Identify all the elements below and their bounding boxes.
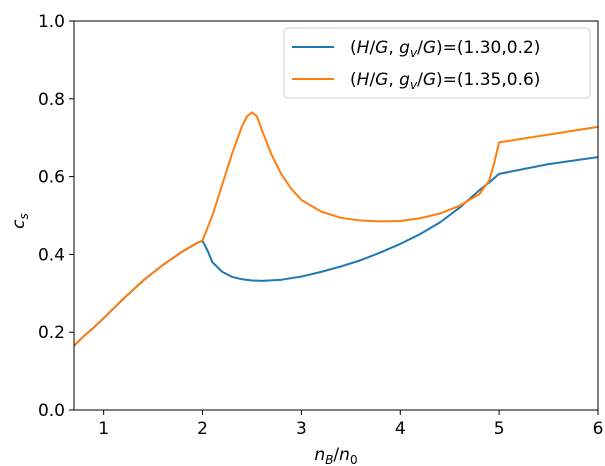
x-tick-label: 1 (98, 419, 109, 439)
x-tick-label: 5 (494, 419, 505, 439)
series-line-1 (74, 156, 598, 347)
x-tick-label: 2 (197, 419, 208, 439)
legend-label-series-2: (H/G, gv/G)=(1.35,0.6) (350, 70, 540, 92)
series-line-2 (74, 111, 598, 347)
legend-frame (283, 27, 591, 99)
y-tick-label: 0.2 (38, 323, 65, 343)
ticks-layer: 1 2 3 4 5 6 0.0 0.2 0.4 0.6 0.8 1.0 (38, 12, 603, 439)
y-tick-label: 1.0 (38, 12, 65, 32)
y-tick-label: 0.6 (38, 168, 65, 188)
plot-frame (73, 20, 599, 411)
y-axis-label: cs (9, 213, 31, 229)
x-tick-label: 6 (593, 419, 604, 439)
x-axis-label: nB/n0 (314, 445, 357, 466)
y-tick-label: 0.8 (38, 90, 65, 110)
axes-layer (73, 20, 599, 411)
y-tick-label: 0.4 (38, 245, 65, 265)
x-tick-label: 3 (296, 419, 307, 439)
series-layer (74, 111, 598, 347)
y-tick-label: 0.0 (38, 401, 65, 421)
legend-label-series-1: (H/G, gv/G)=(1.30,0.2) (350, 38, 540, 60)
legend: (H/G, gv/G)=(1.30,0.2) (H/G, gv/G)=(1.35… (283, 27, 591, 99)
x-tick-label: 4 (395, 419, 406, 439)
